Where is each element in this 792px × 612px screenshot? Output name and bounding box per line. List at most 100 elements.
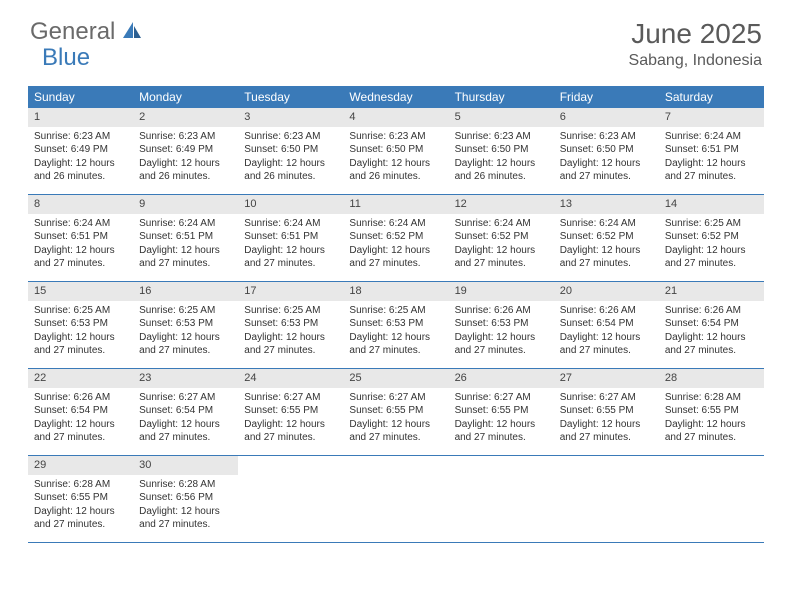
day-line: Sunrise: 6:25 AM [244,304,337,318]
day-line: Daylight: 12 hours [34,418,127,432]
day-number: 8 [28,195,133,214]
day-body: Sunrise: 6:24 AMSunset: 6:51 PMDaylight:… [133,214,238,277]
day-line: Daylight: 12 hours [349,157,442,171]
day-line: and 27 minutes. [665,170,758,184]
day-cell: 13Sunrise: 6:24 AMSunset: 6:52 PMDayligh… [554,195,659,281]
day-number: 17 [238,282,343,301]
day-number: 24 [238,369,343,388]
day-number: 9 [133,195,238,214]
page-title: June 2025 [629,18,762,50]
day-number: 10 [238,195,343,214]
day-cell: 17Sunrise: 6:25 AMSunset: 6:53 PMDayligh… [238,282,343,368]
day-number: 15 [28,282,133,301]
title-block: June 2025 Sabang, Indonesia [629,18,762,70]
day-line: Sunrise: 6:23 AM [139,130,232,144]
day-cell: 10Sunrise: 6:24 AMSunset: 6:51 PMDayligh… [238,195,343,281]
day-line: and 27 minutes. [244,257,337,271]
day-line: Sunset: 6:52 PM [455,230,548,244]
day-line: Sunrise: 6:25 AM [139,304,232,318]
day-header: Sunday [28,86,133,108]
day-line: Daylight: 12 hours [139,505,232,519]
day-line: Daylight: 12 hours [455,331,548,345]
day-line: and 27 minutes. [455,431,548,445]
day-line: Sunset: 6:53 PM [455,317,548,331]
day-line: Daylight: 12 hours [560,418,653,432]
day-cell: 20Sunrise: 6:26 AMSunset: 6:54 PMDayligh… [554,282,659,368]
day-body: Sunrise: 6:26 AMSunset: 6:53 PMDaylight:… [449,301,554,364]
day-cell: 9Sunrise: 6:24 AMSunset: 6:51 PMDaylight… [133,195,238,281]
day-cell: 6Sunrise: 6:23 AMSunset: 6:50 PMDaylight… [554,108,659,194]
day-line: and 27 minutes. [139,518,232,532]
day-line: Sunset: 6:55 PM [665,404,758,418]
day-header: Saturday [659,86,764,108]
day-body: Sunrise: 6:27 AMSunset: 6:55 PMDaylight:… [343,388,448,451]
day-header: Wednesday [343,86,448,108]
day-cell: 16Sunrise: 6:25 AMSunset: 6:53 PMDayligh… [133,282,238,368]
week-row: 1Sunrise: 6:23 AMSunset: 6:49 PMDaylight… [28,108,764,195]
day-number: 6 [554,108,659,127]
day-line: Sunrise: 6:26 AM [665,304,758,318]
day-line: Sunset: 6:50 PM [349,143,442,157]
day-line: and 27 minutes. [139,257,232,271]
day-line: Sunset: 6:49 PM [139,143,232,157]
day-line: and 26 minutes. [349,170,442,184]
day-header: Tuesday [238,86,343,108]
day-line: Sunrise: 6:25 AM [349,304,442,318]
day-number: 25 [343,369,448,388]
empty-cell [343,456,448,542]
day-line: Sunset: 6:53 PM [349,317,442,331]
empty-cell [554,456,659,542]
day-cell: 25Sunrise: 6:27 AMSunset: 6:55 PMDayligh… [343,369,448,455]
day-line: and 27 minutes. [665,257,758,271]
day-body: Sunrise: 6:26 AMSunset: 6:54 PMDaylight:… [28,388,133,451]
day-number: 19 [449,282,554,301]
day-line: Daylight: 12 hours [349,331,442,345]
day-line: Daylight: 12 hours [34,157,127,171]
day-line: Sunrise: 6:26 AM [560,304,653,318]
day-line: Daylight: 12 hours [560,244,653,258]
day-line: Daylight: 12 hours [244,157,337,171]
day-number: 20 [554,282,659,301]
day-cell: 24Sunrise: 6:27 AMSunset: 6:55 PMDayligh… [238,369,343,455]
day-line: Daylight: 12 hours [455,244,548,258]
day-number: 30 [133,456,238,475]
day-line: Sunrise: 6:24 AM [34,217,127,231]
day-line: Sunrise: 6:24 AM [349,217,442,231]
day-line: Sunrise: 6:28 AM [34,478,127,492]
day-number: 27 [554,369,659,388]
day-line: Sunrise: 6:23 AM [349,130,442,144]
day-cell: 22Sunrise: 6:26 AMSunset: 6:54 PMDayligh… [28,369,133,455]
day-body: Sunrise: 6:23 AMSunset: 6:50 PMDaylight:… [554,127,659,190]
day-line: Daylight: 12 hours [349,244,442,258]
day-cell: 23Sunrise: 6:27 AMSunset: 6:54 PMDayligh… [133,369,238,455]
day-line: Sunset: 6:54 PM [560,317,653,331]
day-line: Sunrise: 6:27 AM [349,391,442,405]
header: General Blue June 2025 Sabang, Indonesia [0,0,792,78]
day-line: Daylight: 12 hours [244,331,337,345]
day-number: 7 [659,108,764,127]
sail-icon [121,20,143,45]
day-line: Daylight: 12 hours [139,157,232,171]
day-line: and 26 minutes. [244,170,337,184]
day-line: and 27 minutes. [349,344,442,358]
day-line: Sunset: 6:55 PM [244,404,337,418]
calendar: SundayMondayTuesdayWednesdayThursdayFrid… [28,86,764,543]
day-cell: 30Sunrise: 6:28 AMSunset: 6:56 PMDayligh… [133,456,238,542]
day-line: Sunset: 6:54 PM [665,317,758,331]
day-line: Sunrise: 6:28 AM [139,478,232,492]
day-line: Sunset: 6:53 PM [34,317,127,331]
day-number: 2 [133,108,238,127]
day-line: Sunset: 6:50 PM [455,143,548,157]
day-cell: 7Sunrise: 6:24 AMSunset: 6:51 PMDaylight… [659,108,764,194]
day-body: Sunrise: 6:27 AMSunset: 6:55 PMDaylight:… [449,388,554,451]
day-cell: 5Sunrise: 6:23 AMSunset: 6:50 PMDaylight… [449,108,554,194]
day-cell: 8Sunrise: 6:24 AMSunset: 6:51 PMDaylight… [28,195,133,281]
day-line: Daylight: 12 hours [665,331,758,345]
day-line: Daylight: 12 hours [34,505,127,519]
day-body: Sunrise: 6:23 AMSunset: 6:50 PMDaylight:… [343,127,448,190]
day-cell: 26Sunrise: 6:27 AMSunset: 6:55 PMDayligh… [449,369,554,455]
day-body: Sunrise: 6:23 AMSunset: 6:50 PMDaylight:… [449,127,554,190]
location: Sabang, Indonesia [629,52,762,70]
logo-text-main: General [30,18,115,46]
day-cell: 14Sunrise: 6:25 AMSunset: 6:52 PMDayligh… [659,195,764,281]
